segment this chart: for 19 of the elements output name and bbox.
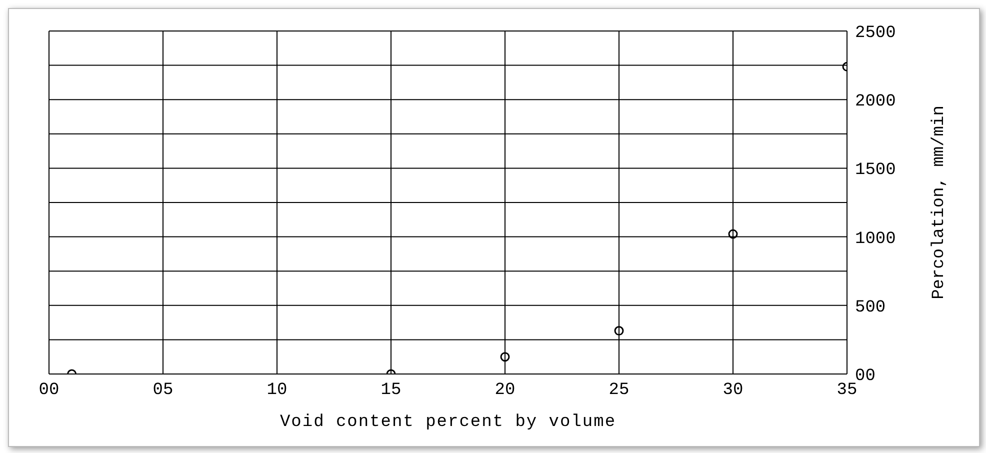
x-tick-label: 10 bbox=[266, 381, 288, 400]
y-tick-label: 00 bbox=[855, 367, 876, 386]
x-tick-label: 15 bbox=[380, 381, 402, 400]
x-tick-label: 30 bbox=[722, 381, 744, 400]
point bbox=[614, 326, 624, 336]
y-tick-label: 1000 bbox=[855, 230, 896, 249]
y-axis-title: Percolation, mm/min bbox=[930, 106, 950, 300]
x-axis-title: Void content percent by volume bbox=[280, 413, 616, 432]
point bbox=[728, 229, 738, 239]
y-tick-label: 2500 bbox=[855, 24, 896, 44]
y-tick-label: 2000 bbox=[855, 92, 896, 112]
point bbox=[500, 352, 510, 362]
y-tick-label: 1500 bbox=[855, 161, 896, 180]
y-tick-label: 500 bbox=[855, 298, 886, 318]
x-tick-label: 35 bbox=[836, 381, 858, 400]
x-tick-label: 05 bbox=[152, 381, 174, 400]
x-tick-label: 20 bbox=[494, 381, 516, 400]
x-tick-label: 00 bbox=[38, 381, 60, 400]
x-tick-label: 25 bbox=[608, 381, 630, 400]
